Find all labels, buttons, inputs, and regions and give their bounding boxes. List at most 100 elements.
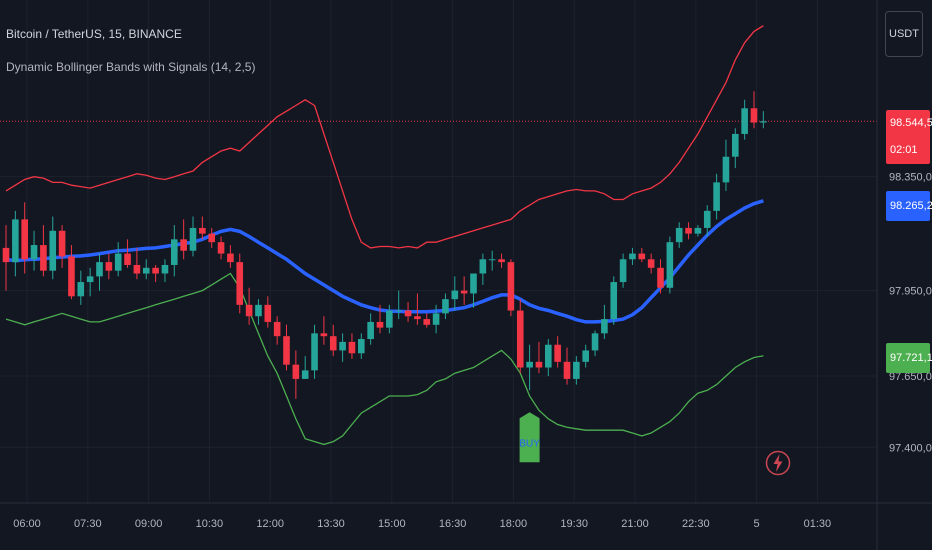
bar-countdown: 02:01 — [890, 144, 918, 156]
candle-body — [386, 310, 393, 328]
candle-body — [133, 264, 141, 274]
candle — [339, 333, 346, 362]
candle-body — [545, 344, 552, 368]
candle — [750, 91, 758, 129]
candle-body — [227, 253, 234, 263]
candle — [320, 316, 328, 345]
candle-body — [395, 310, 402, 312]
candle — [722, 139, 730, 191]
candle — [348, 333, 356, 359]
indicator-legend[interactable]: Dynamic Bollinger Bands with Signals (14… — [6, 60, 255, 74]
candle — [666, 236, 674, 294]
symbol-title: Bitcoin / TetherUS, 15, BINANCE — [6, 27, 182, 41]
candle-body — [96, 262, 103, 277]
candle — [498, 253, 505, 268]
candle — [442, 293, 449, 320]
candle-body — [526, 361, 533, 368]
candle — [96, 253, 103, 291]
symbol-legend[interactable]: Bitcoin / TetherUS, 15, BINANCE — [6, 27, 182, 41]
candle — [171, 225, 178, 277]
candle — [395, 290, 402, 320]
buy-signal: BUY — [519, 412, 540, 463]
candle-body — [423, 319, 431, 325]
time-tick-label: 15:00 — [378, 518, 406, 530]
candle — [199, 216, 206, 240]
candle — [694, 225, 702, 237]
upper-band-line — [5, 25, 764, 249]
candle — [741, 99, 748, 140]
lightning-icon[interactable] — [763, 448, 793, 478]
candle — [105, 253, 113, 280]
candle — [479, 253, 487, 285]
time-tick-label: 22:30 — [682, 518, 710, 530]
time-tick-label: 21:00 — [621, 518, 649, 530]
candle-body — [171, 239, 178, 265]
time-tick-label: 01:30 — [804, 518, 832, 530]
candle — [703, 205, 711, 237]
candle — [675, 222, 683, 248]
candle — [2, 225, 10, 291]
signals: BUY — [519, 412, 540, 463]
buy-signal-label: BUY — [519, 438, 540, 449]
candle — [358, 333, 365, 359]
candle — [311, 324, 318, 379]
candle — [114, 242, 122, 277]
candle — [189, 216, 197, 257]
time-axis[interactable]: 06:00 07:30 09:00 10:30 12:00 13:30 15:00 16:30… — [13, 518, 831, 530]
candle-body — [722, 156, 730, 183]
candle-body — [713, 182, 720, 211]
candle-body — [732, 133, 739, 157]
candle-body — [507, 262, 515, 311]
candle-body — [199, 227, 206, 234]
candle — [180, 219, 187, 260]
candle — [460, 276, 468, 305]
candle-body — [675, 227, 683, 243]
candle-body — [703, 210, 711, 228]
candle — [58, 225, 66, 268]
candle-body — [554, 344, 561, 362]
candle-body — [114, 253, 122, 271]
candle-body — [685, 227, 692, 234]
candle — [591, 330, 599, 357]
candle-body — [442, 299, 449, 314]
candle-body — [498, 259, 505, 263]
candle-body — [12, 219, 19, 263]
price-tick-label: 98.350,00 — [889, 172, 932, 184]
candle — [526, 344, 533, 391]
candle — [573, 356, 580, 385]
candle-body — [40, 245, 47, 271]
candle-body — [414, 316, 421, 320]
candle-body — [573, 361, 580, 379]
candle — [732, 128, 739, 169]
candle-body — [479, 259, 487, 274]
candle — [507, 259, 515, 317]
candle-body — [68, 256, 75, 297]
candle — [292, 350, 300, 399]
candle — [414, 293, 421, 325]
candle — [208, 227, 215, 248]
candle-body — [657, 267, 664, 288]
candle-body — [30, 245, 38, 260]
currency-button[interactable]: USDT — [885, 11, 923, 57]
candle-body — [760, 121, 767, 123]
candle — [545, 339, 552, 377]
candle — [12, 210, 19, 277]
candle — [451, 276, 459, 311]
candle — [301, 356, 309, 379]
price-tick-label: 97.950,00 — [889, 286, 932, 298]
candle — [629, 247, 636, 265]
price-axis[interactable]: 98.350,00 97.950,00 97.650,00 97.400,00 — [889, 172, 932, 455]
time-tick-label: 10:30 — [196, 518, 224, 530]
candle-body — [610, 282, 618, 320]
candle-body — [358, 339, 365, 354]
candle — [133, 247, 141, 280]
candle-body — [404, 310, 412, 317]
candle-body — [21, 219, 28, 260]
time-tick-label: 19:30 — [560, 518, 588, 530]
candle — [142, 259, 150, 280]
last-price-tag: 98.544,53 02:01 — [886, 110, 932, 164]
candle — [40, 225, 47, 277]
candle — [488, 250, 496, 271]
candle — [68, 245, 75, 300]
